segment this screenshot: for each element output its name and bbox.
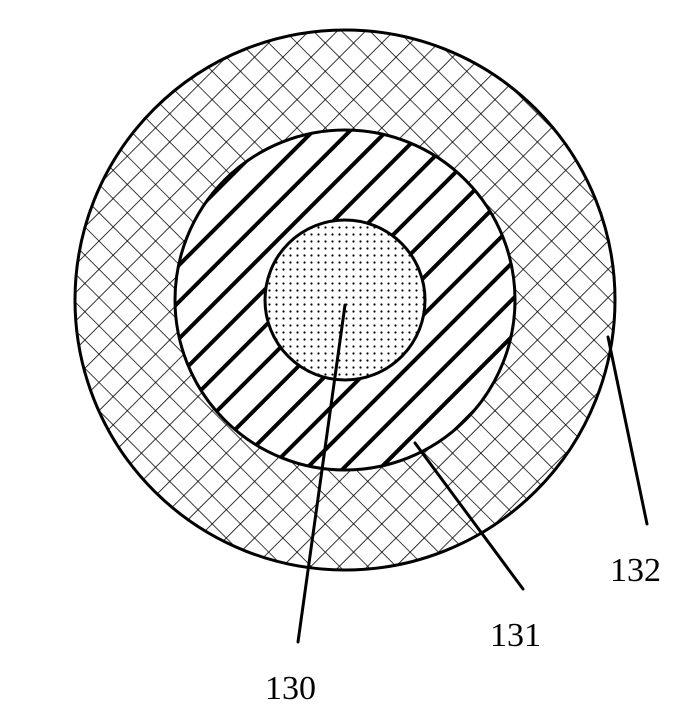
callout-label-132: 132 — [610, 552, 661, 590]
callout-line-132 — [608, 337, 647, 524]
callout-label-131: 131 — [490, 617, 541, 655]
cross-section-diagram — [0, 0, 698, 717]
callout-label-130: 130 — [265, 670, 316, 708]
